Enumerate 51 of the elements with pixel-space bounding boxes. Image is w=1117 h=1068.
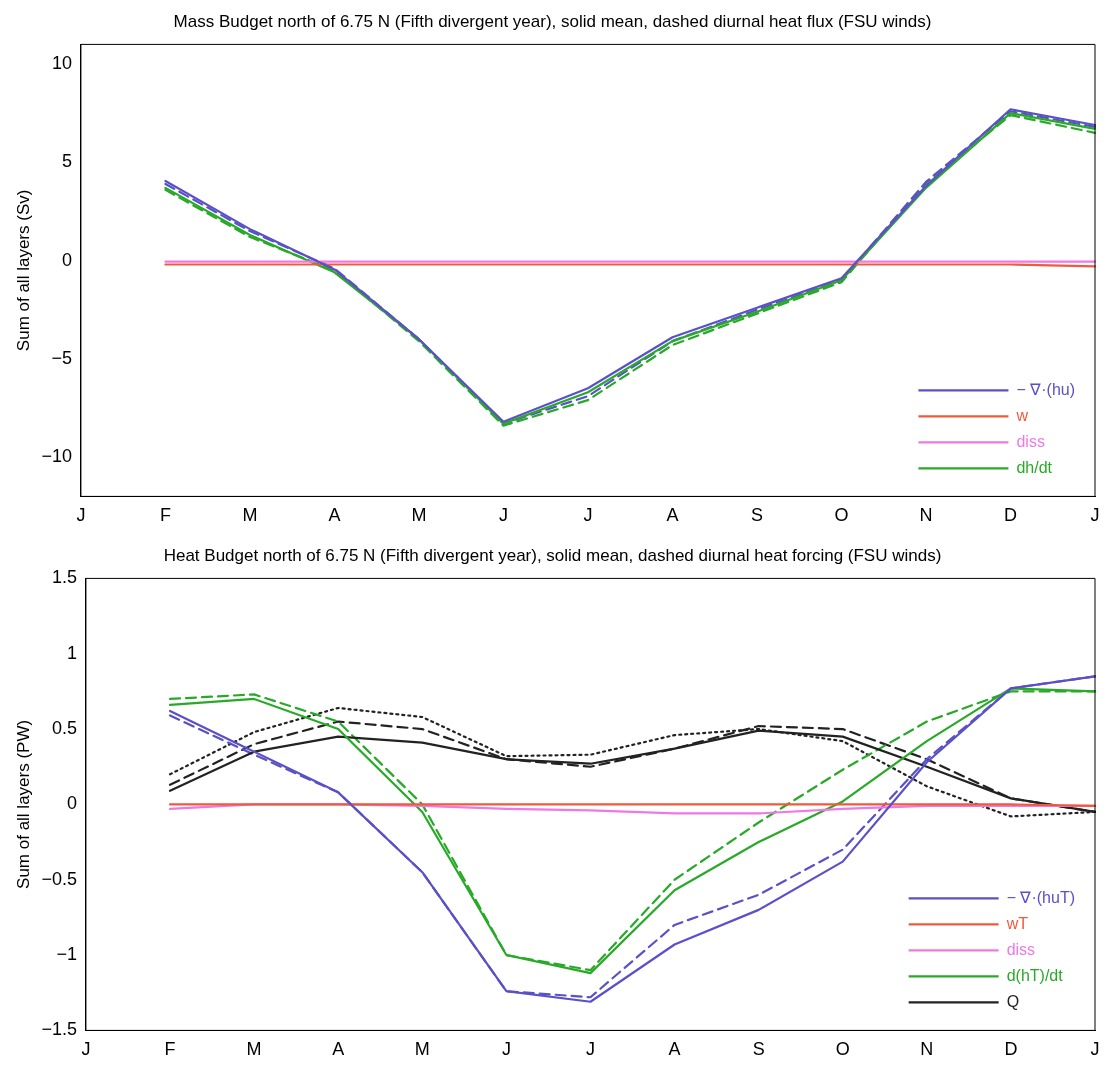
y-axis-title: Sum of all layers (Sv) <box>13 189 33 352</box>
chart-title: Heat Budget north of 6.75 N (Fifth divergent year), solid mean, dashed diurnal heat forcing (FSU winds) <box>163 545 942 565</box>
x-tick-label: J <box>583 505 593 526</box>
text: diss <box>1006 940 1036 958</box>
x-tick-label: M <box>242 505 258 526</box>
y-tick-label: 0.5 <box>51 718 77 739</box>
y-tick-label: −5 <box>51 347 72 368</box>
text: wT <box>1005 914 1029 932</box>
x-tick-label: D <box>1004 1039 1018 1060</box>
x-tick-label: J <box>76 505 86 526</box>
x-tick-label: J <box>1090 505 1100 526</box>
x-tick-label: J <box>585 1039 595 1060</box>
x-tick-label: F <box>159 505 171 526</box>
chart-title: Mass Budget north of 6.75 N (Fifth divergent year), solid mean, dashed diurnal heat flux (FSU winds) <box>173 11 932 31</box>
text: Q <box>1006 992 1020 1010</box>
text: − ∇·(hu) <box>1016 380 1076 398</box>
x-tick-label: O <box>835 1039 850 1060</box>
y-tick-label: −1 <box>56 944 77 965</box>
text: w <box>1015 406 1029 424</box>
x-tick-label: O <box>834 505 849 526</box>
text: d(hT)/dt <box>1006 966 1064 984</box>
x-tick-label: N <box>919 505 933 526</box>
x-tick-label: S <box>752 1039 765 1060</box>
x-tick-label: S <box>750 505 763 526</box>
x-tick-label: M <box>411 505 427 526</box>
x-tick-label: J <box>498 505 508 526</box>
y-tick-label: −10 <box>41 446 72 467</box>
y-tick-label: 10 <box>51 53 72 74</box>
text: − ∇·(huT) <box>1006 888 1075 906</box>
y-tick-label: 1.5 <box>51 567 77 588</box>
y-tick-label: 5 <box>61 151 72 172</box>
y-tick-label: 0 <box>61 249 72 270</box>
y-tick-label: 0 <box>66 793 77 814</box>
x-tick-label: N <box>920 1039 934 1060</box>
x-tick-label: M <box>246 1039 262 1060</box>
x-tick-label: D <box>1003 505 1017 526</box>
x-tick-label: F <box>164 1039 176 1060</box>
x-tick-label: A <box>668 1039 681 1060</box>
x-tick-label: A <box>332 1039 345 1060</box>
text: diss <box>1016 432 1045 450</box>
y-tick-label: −1.5 <box>41 1019 77 1040</box>
x-tick-label: M <box>414 1039 430 1060</box>
x-tick-label: A <box>328 505 341 526</box>
y-axis-title: Sum of all layers (PW) <box>13 719 33 889</box>
x-tick-label: J <box>81 1039 91 1060</box>
text: dh/dt <box>1016 458 1053 476</box>
x-tick-label: J <box>501 1039 511 1060</box>
y-tick-label: 1 <box>66 642 77 663</box>
x-tick-label: A <box>666 505 679 526</box>
y-tick-label: −0.5 <box>41 868 77 889</box>
x-tick-label: J <box>1090 1039 1100 1060</box>
